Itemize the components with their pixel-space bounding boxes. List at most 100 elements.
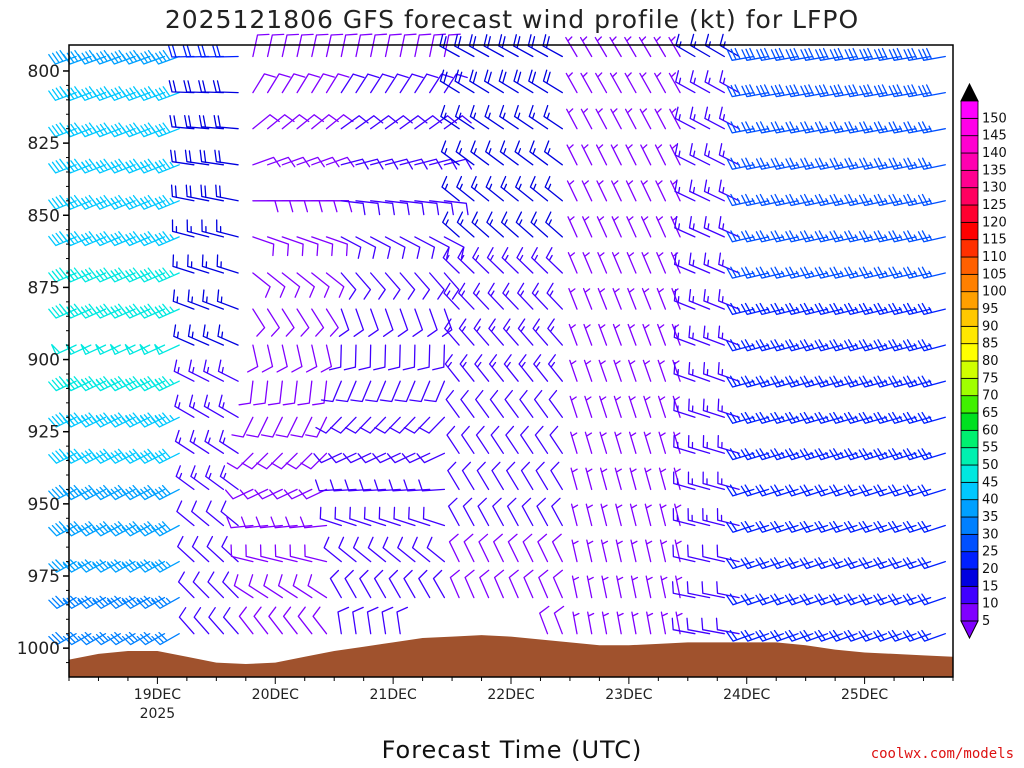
wind-barb <box>689 143 711 166</box>
wind-barb <box>472 282 490 310</box>
wind-barb <box>597 252 608 274</box>
wind-barb <box>447 461 460 491</box>
wind-barb <box>304 544 328 563</box>
wind-barb <box>917 448 946 461</box>
wind-barb <box>281 73 306 94</box>
wind-barb <box>755 157 784 170</box>
wind-barb <box>917 266 946 279</box>
wind-barb <box>611 216 622 238</box>
wind-barb <box>858 484 888 497</box>
wind-barb <box>673 325 696 346</box>
wind-barb <box>389 416 416 434</box>
wind-barb <box>458 318 475 346</box>
wind-barb <box>770 484 799 497</box>
wind-barb <box>169 114 195 130</box>
wind-barb <box>534 425 549 454</box>
wind-barb <box>799 557 829 570</box>
wind-barb <box>325 200 353 213</box>
wind-barb <box>200 184 225 202</box>
colorbar-swatch <box>960 395 979 414</box>
wind-barb <box>172 254 195 274</box>
wind-barb <box>770 47 799 61</box>
wind-barb <box>107 194 136 210</box>
wind-barb <box>814 121 843 134</box>
colorbar-swatch <box>960 100 979 119</box>
wind-barb <box>311 308 325 337</box>
wind-barb <box>136 303 166 319</box>
wind-barb <box>461 425 475 454</box>
colorbar-swatch <box>960 169 979 189</box>
wind-barb <box>283 488 313 500</box>
wind-barb <box>198 114 225 130</box>
colorbar-label: 10 <box>982 597 999 612</box>
wind-barb <box>859 157 888 170</box>
wind-barb <box>624 108 637 130</box>
wind-barb <box>716 508 740 527</box>
wind-barb <box>553 605 565 635</box>
wind-barb <box>92 521 121 537</box>
credit-text[interactable]: coolwx.com/models <box>871 746 1014 762</box>
wind-barb <box>77 521 107 537</box>
wind-barb <box>297 380 313 406</box>
wind-barb <box>532 318 549 346</box>
wind-barb <box>281 272 301 298</box>
wind-barb <box>107 49 136 65</box>
wind-barb <box>547 354 563 382</box>
wind-barb <box>873 302 902 316</box>
wind-barb <box>136 49 166 65</box>
wind-barb <box>370 73 395 94</box>
wind-barb <box>270 516 298 529</box>
wind-barb <box>702 471 725 491</box>
wind-barb <box>340 158 369 170</box>
wind-barb <box>382 308 394 337</box>
wind-barb <box>579 36 593 58</box>
wind-barb <box>785 339 814 352</box>
wind-barb-layer <box>48 33 946 646</box>
wind-barb <box>151 631 180 646</box>
wind-barb <box>427 308 438 337</box>
wind-barb <box>527 34 549 58</box>
wind-barb <box>611 252 622 274</box>
wind-barb <box>528 69 549 94</box>
wind-barb <box>479 569 490 599</box>
wind-barb <box>844 157 873 170</box>
colorbar-label: 140 <box>982 146 1007 161</box>
wind-barb <box>92 484 121 501</box>
wind-barb <box>188 394 210 418</box>
wind-barb <box>740 448 770 461</box>
wind-barb <box>595 108 608 130</box>
wind-barb <box>519 389 534 418</box>
wind-barb <box>432 569 446 599</box>
wind-barb <box>254 488 283 500</box>
wind-barb <box>330 416 357 434</box>
wind-barb <box>151 194 180 210</box>
wind-barb <box>873 557 902 570</box>
colorbar-label: 50 <box>982 458 999 473</box>
wind-barb <box>201 254 225 274</box>
wind-barb <box>77 376 107 392</box>
wind-barb <box>917 411 946 424</box>
wind-barb <box>62 86 92 101</box>
wind-barb <box>785 302 814 316</box>
wind-barb <box>252 308 266 337</box>
wind-barb <box>217 324 239 346</box>
wind-barb <box>477 497 490 527</box>
wind-barb <box>873 157 902 170</box>
wind-barb <box>214 149 239 166</box>
wind-barb <box>888 411 917 424</box>
wind-barb <box>718 143 740 166</box>
wind-barb <box>858 448 888 461</box>
wind-barb <box>641 287 652 310</box>
wind-barb <box>740 520 770 533</box>
wind-barb <box>92 194 121 210</box>
wind-barb <box>640 180 652 202</box>
wind-barb <box>151 448 180 464</box>
wind-barb <box>175 465 195 491</box>
wind-barb <box>216 289 239 310</box>
wind-barb <box>552 569 564 599</box>
wind-barb <box>531 282 549 310</box>
wind-barb <box>396 606 409 635</box>
wind-barb <box>843 557 873 570</box>
wind-barb <box>917 230 946 243</box>
wind-barb <box>48 86 77 101</box>
